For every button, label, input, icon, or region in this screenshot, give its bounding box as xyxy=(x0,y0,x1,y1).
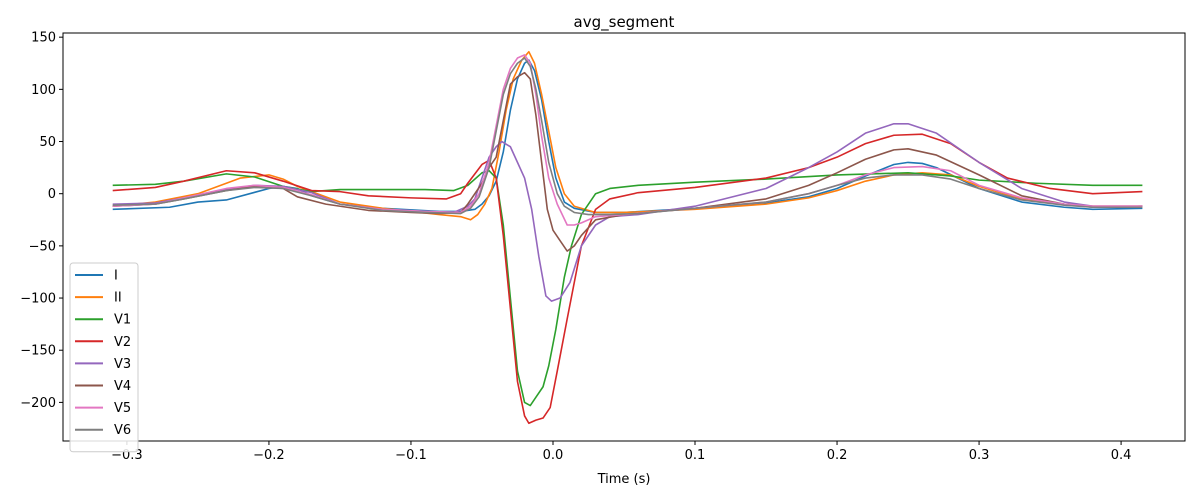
y-axis: −200 −150 −100 −50 0 50 100 150 xyxy=(20,31,63,411)
x-tick-label: 0.0 xyxy=(543,448,564,463)
y-tick-label: −200 xyxy=(20,396,56,411)
legend-label-v1: V1 xyxy=(114,313,131,328)
series-line-v5 xyxy=(112,54,1143,226)
legend-box xyxy=(69,262,139,453)
series-line-v2 xyxy=(112,133,1143,425)
legend-label-ii: II xyxy=(114,291,122,306)
legend-label-i: I xyxy=(114,269,118,284)
x-tick-label: −0.2 xyxy=(253,448,285,463)
series-line-v1 xyxy=(112,169,1143,407)
legend-label-v5: V5 xyxy=(114,401,131,416)
y-tick-label: −100 xyxy=(20,292,56,307)
y-tick-label: −50 xyxy=(29,239,56,254)
series-line-v4 xyxy=(112,71,1143,252)
series-layer xyxy=(112,50,1143,425)
series-line-v6 xyxy=(112,57,1143,216)
x-tick-label: 0.2 xyxy=(827,448,848,463)
legend-label-v4: V4 xyxy=(114,379,131,394)
y-tick-label: 150 xyxy=(31,31,56,46)
chart-title: avg_segment xyxy=(574,13,675,32)
y-tick-label: −150 xyxy=(20,344,56,359)
legend-label-v3: V3 xyxy=(114,357,131,372)
x-axis-label: Time (s) xyxy=(597,472,651,487)
legend-label-v2: V2 xyxy=(114,335,131,350)
legend-label-v6: V6 xyxy=(114,423,131,438)
x-tick-label: 0.4 xyxy=(1111,448,1132,463)
y-tick-label: 100 xyxy=(31,83,56,98)
x-tick-label: −0.1 xyxy=(395,448,427,463)
plot-frame xyxy=(62,32,1186,442)
x-tick-label: 0.3 xyxy=(969,448,990,463)
x-tick-label: 0.1 xyxy=(685,448,706,463)
x-axis: −0.3 −0.2 −0.1 0.0 0.1 0.2 0.3 0.4 xyxy=(111,441,1131,463)
y-tick-label: 0 xyxy=(48,187,56,202)
y-tick-label: 50 xyxy=(39,135,56,150)
